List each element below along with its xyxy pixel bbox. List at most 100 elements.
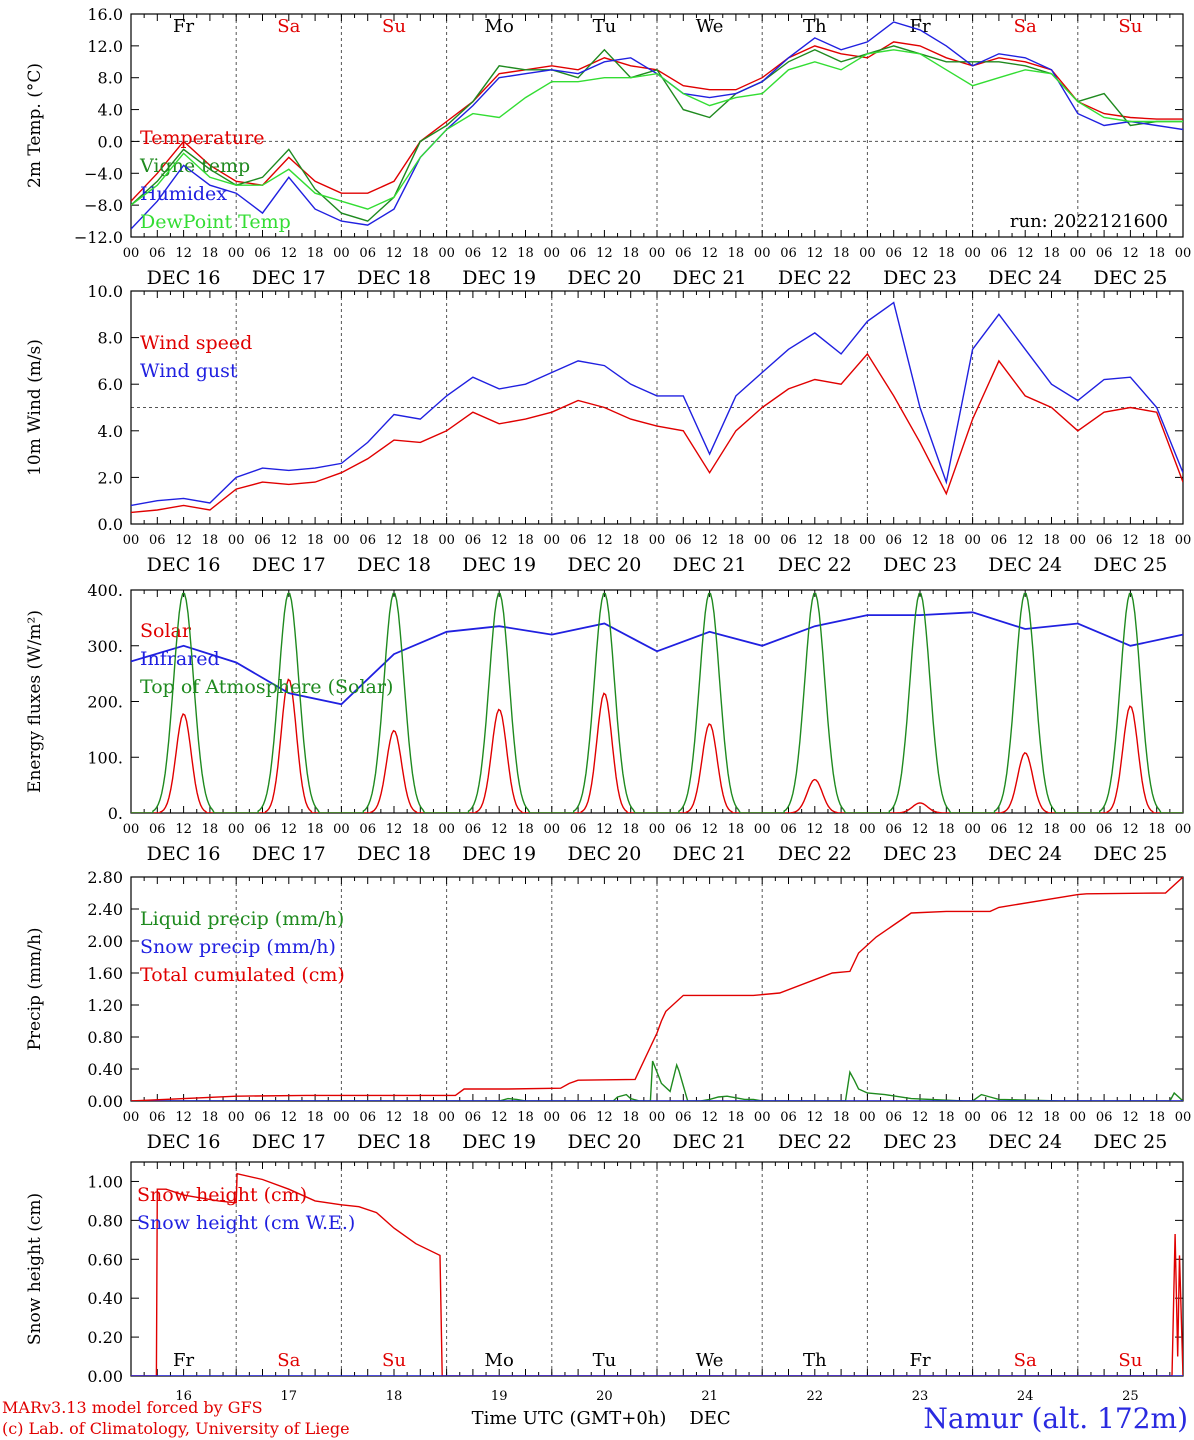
hour-tick-label: 06 <box>465 822 482 837</box>
hour-tick-label: 12 <box>1017 1110 1034 1125</box>
y-tick-label: −4.0 <box>84 164 123 183</box>
hour-tick-label: 06 <box>885 822 902 837</box>
panel-3: 0. 100. 200. 300. 400. Energy fluxes (W/m²) 00… <box>25 581 1191 865</box>
y-axis-title: 2m Temp. (°C) <box>25 63 45 188</box>
weekday-label: Tu <box>593 1350 617 1371</box>
date-label: DEC 18 <box>357 267 431 289</box>
hour-tick-label: 06 <box>254 1110 271 1125</box>
hour-tick-label: 00 <box>1070 1110 1087 1125</box>
hour-tick-label: 06 <box>1096 1110 1113 1125</box>
day-number-label: 23 <box>912 1389 929 1404</box>
hour-tick-label: 06 <box>359 533 376 548</box>
y-tick-label: 0.80 <box>87 1211 123 1230</box>
hour-tick-label: 06 <box>885 533 902 548</box>
hour-tick-label: 12 <box>1122 533 1139 548</box>
hour-tick-label: 06 <box>570 1110 587 1125</box>
hour-tick-label: 00 <box>1175 1110 1192 1125</box>
weekday-label: Su <box>382 1350 406 1371</box>
y-tick-label: −8.0 <box>84 196 123 215</box>
weekday-label: Sa <box>277 16 300 37</box>
date-label: DEC 25 <box>1093 267 1167 289</box>
hour-tick-label: 18 <box>412 822 429 837</box>
hour-tick-label: 06 <box>991 246 1008 261</box>
weekday-label: Mo <box>485 16 514 37</box>
hour-tick-label: 06 <box>1096 246 1113 261</box>
hour-tick-label: 18 <box>938 1110 955 1125</box>
hour-tick-label: 18 <box>1148 533 1165 548</box>
date-label: DEC 20 <box>567 1131 641 1153</box>
hour-tick-label: 00 <box>123 533 140 548</box>
hour-tick-label: 00 <box>544 246 561 261</box>
date-label: DEC 22 <box>778 1131 852 1153</box>
weekday-label: Mo <box>485 1350 514 1371</box>
y-tick-label: 300. <box>87 637 123 656</box>
hour-tick-label: 18 <box>517 822 534 837</box>
hour-tick-label: 18 <box>517 1110 534 1125</box>
hour-tick-label: 18 <box>307 1110 324 1125</box>
hour-tick-label: 18 <box>307 822 324 837</box>
day-number-label: 19 <box>491 1389 508 1404</box>
date-label: DEC 21 <box>673 267 747 289</box>
day-number-label: 18 <box>386 1389 403 1404</box>
hour-tick-label: 00 <box>228 822 245 837</box>
y-tick-label: 1.60 <box>87 964 123 983</box>
date-label: DEC 25 <box>1093 554 1167 576</box>
lab-credit: (c) Lab. of Climatology, University of L… <box>2 1419 350 1438</box>
hour-tick-label: 06 <box>885 246 902 261</box>
hour-tick-label: 12 <box>912 246 929 261</box>
series-line-total-cumulated-cm- <box>131 877 1183 1101</box>
weekday-label: Su <box>1118 1350 1142 1371</box>
hour-tick-label: 00 <box>228 1110 245 1125</box>
date-label: DEC 23 <box>883 554 957 576</box>
hour-tick-label: 18 <box>622 246 639 261</box>
hour-tick-label: 18 <box>1148 246 1165 261</box>
hour-tick-label: 06 <box>1096 822 1113 837</box>
hour-tick-label: 12 <box>596 246 613 261</box>
hour-tick-label: 00 <box>1070 533 1087 548</box>
day-number-label: 24 <box>1017 1389 1034 1404</box>
weekday-label: Fr <box>909 1350 930 1371</box>
date-label: DEC 16 <box>147 1131 221 1153</box>
legend-entry: Snow precip (mm/h) <box>140 936 336 958</box>
hour-tick-label: 18 <box>517 246 534 261</box>
run-label: run: 2022121600 <box>1010 211 1168 232</box>
day-number-label: 25 <box>1122 1389 1139 1404</box>
hour-tick-label: 12 <box>807 822 824 837</box>
hour-tick-label: 18 <box>833 533 850 548</box>
hour-tick-label: 06 <box>675 246 692 261</box>
hour-tick-label: 00 <box>438 822 455 837</box>
y-tick-label: 0.40 <box>87 1289 123 1308</box>
date-label: DEC 25 <box>1093 843 1167 865</box>
weekday-label: Tu <box>593 16 617 37</box>
hour-tick-label: 12 <box>1122 246 1139 261</box>
hour-tick-label: 12 <box>596 533 613 548</box>
date-label: DEC 17 <box>252 843 326 865</box>
hour-tick-label: 00 <box>754 822 771 837</box>
hour-tick-label: 06 <box>780 1110 797 1125</box>
date-label: DEC 25 <box>1093 1131 1167 1153</box>
legend-entry: Temperature <box>140 127 264 149</box>
hour-tick-label: 18 <box>622 533 639 548</box>
x-axis-title: Time UTC (GMT+0h) <box>472 1408 667 1429</box>
hour-tick-label: 00 <box>123 822 140 837</box>
hour-tick-label: 00 <box>1175 822 1192 837</box>
y-axis-title: Precip (mm/h) <box>25 927 45 1050</box>
date-label: DEC 24 <box>988 843 1062 865</box>
date-label: DEC 16 <box>147 843 221 865</box>
date-label: DEC 23 <box>883 1131 957 1153</box>
date-label: DEC 24 <box>988 267 1062 289</box>
y-tick-label: 0.0 <box>98 132 123 151</box>
hour-tick-label: 00 <box>649 533 666 548</box>
hour-tick-label: 18 <box>728 1110 745 1125</box>
hour-tick-label: 00 <box>754 533 771 548</box>
hour-tick-label: 00 <box>754 1110 771 1125</box>
hour-tick-label: 18 <box>1043 246 1060 261</box>
panel-4: 0.00 0.40 0.80 1.20 1.60 2.00 2.40 2.80 Precip (… <box>25 868 1191 1153</box>
hour-tick-label: 18 <box>412 533 429 548</box>
hour-tick-label: 00 <box>123 1110 140 1125</box>
weekday-label: Fr <box>173 16 194 37</box>
y-tick-label: 16.0 <box>87 5 123 24</box>
date-label: DEC 16 <box>147 554 221 576</box>
y-tick-label: 4.0 <box>98 101 123 120</box>
hour-tick-label: 12 <box>701 533 718 548</box>
